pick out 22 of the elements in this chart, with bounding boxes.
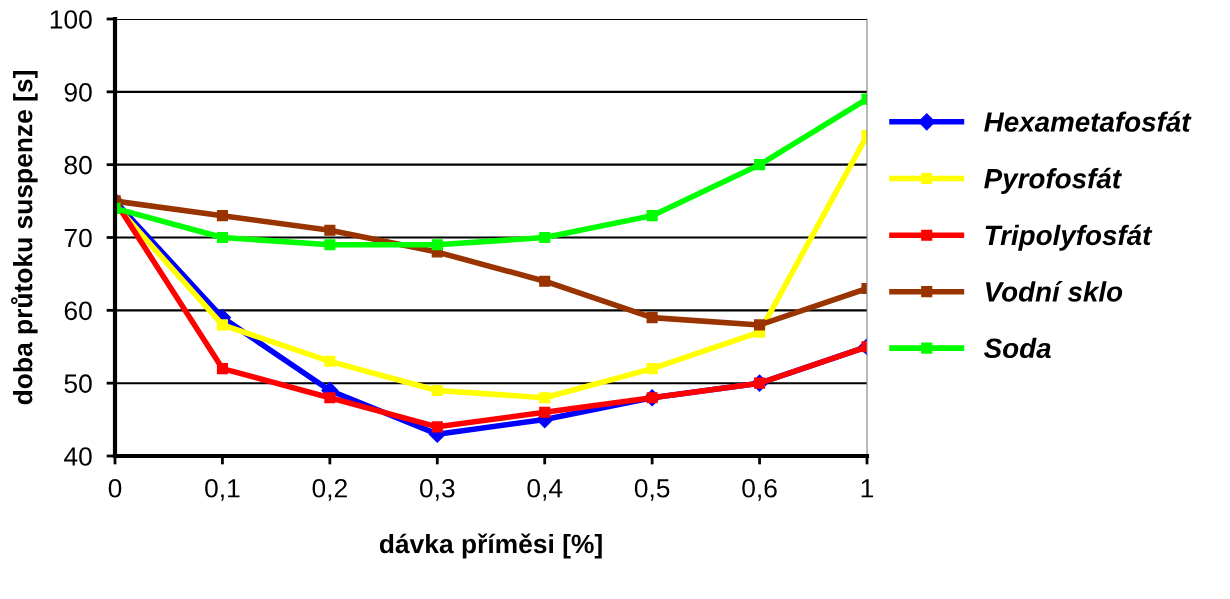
y-tick-label: 70: [64, 228, 92, 248]
y-tick-label: 90: [64, 82, 92, 102]
y-axis-title: doba průtoku suspenze [s]: [10, 71, 38, 405]
y-tick-label: 80: [64, 155, 92, 175]
legend-label: Soda: [984, 337, 1051, 359]
x-tick-label: 0,3: [419, 478, 455, 501]
x-tick-label: 1: [861, 479, 874, 498]
y-tick-label: 40: [64, 447, 92, 466]
x-tick-label: 0,4: [527, 478, 563, 501]
legend-label: Vodní sklo: [985, 281, 1123, 302]
x-tick-label: 0,5: [634, 478, 670, 501]
legend-label: Hexametafosfát: [984, 111, 1192, 132]
legend-label: Tripolyfosfát: [985, 224, 1153, 251]
x-tick-label: 0,1: [205, 478, 240, 501]
y-tick-label: 50: [64, 374, 92, 393]
x-tick-label: 0,6: [742, 478, 777, 501]
y-tick-label: 100: [50, 10, 92, 29]
x-tick-label: 0: [108, 478, 122, 498]
x-tick-label: 0,2: [312, 478, 347, 501]
legend-label: Pyrofosfát: [984, 167, 1122, 194]
x-axis-title: dávka příměsi [%]: [379, 533, 602, 559]
y-tick-label: 60: [64, 301, 92, 321]
